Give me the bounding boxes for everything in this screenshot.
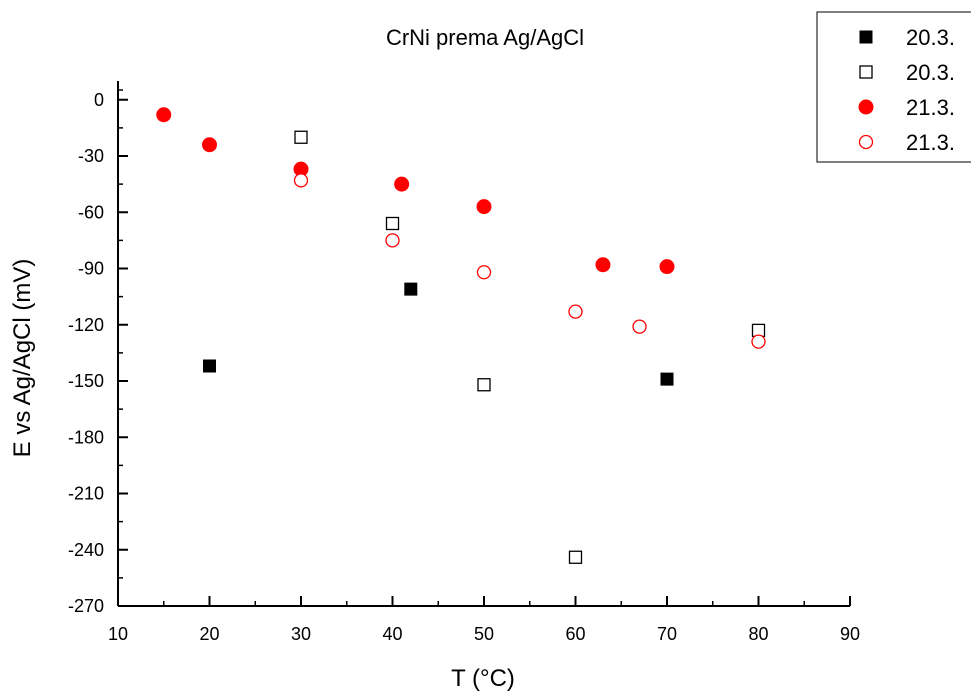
data-point-filled-circle [659, 259, 675, 275]
data-points [156, 107, 766, 564]
data-point-open-circle [751, 334, 766, 349]
x-tick-label: 10 [108, 624, 128, 644]
y-tick-label: 0 [94, 90, 104, 110]
y-tick-label: -30 [78, 146, 104, 166]
x-axis-label: T (°C) [451, 665, 515, 692]
legend-marker-open-circle [858, 134, 874, 150]
data-point-open-circle [632, 319, 647, 334]
data-point-filled-square [203, 359, 216, 373]
data-point-open-circle [568, 304, 583, 319]
legend-marker-filled-square [859, 30, 873, 44]
y-tick-label: -60 [78, 202, 104, 222]
data-point-open-circle [385, 233, 400, 248]
legend-marker-open-square [859, 65, 873, 79]
legend-marker-filled-circle [858, 99, 874, 115]
data-point-filled-square [404, 282, 418, 296]
data-point-open-square [385, 216, 400, 231]
legend-label: 21.3. [906, 130, 955, 155]
y-tick-label: -90 [78, 259, 104, 279]
data-point-open-square [477, 378, 491, 392]
data-point-filled-square [660, 372, 674, 386]
data-point-open-square [294, 130, 308, 144]
y-tick-label: -240 [68, 540, 104, 560]
x-tick-label: 90 [840, 624, 860, 644]
data-point-filled-circle [394, 176, 410, 192]
y-tick-label: -270 [68, 596, 104, 616]
legend-label: 21.3. [906, 95, 955, 120]
data-point-filled-circle [476, 199, 492, 215]
x-tick-label: 50 [474, 624, 494, 644]
data-point-filled-circle [202, 137, 217, 153]
legend: 20.3. 20.3. 21.3. 21.3. [816, 11, 971, 163]
y-axis-label: E vs Ag/AgCl (mV) [9, 259, 36, 458]
x-tick-label: 40 [382, 624, 402, 644]
y-tick-label: -150 [68, 371, 104, 391]
x-tick-label: 20 [199, 624, 219, 644]
y-tick-label: -210 [68, 484, 104, 504]
x-tick-label: 80 [748, 624, 768, 644]
y-tick-label: -180 [68, 427, 104, 447]
chart-title: CrNi prema Ag/AgCl [386, 25, 584, 50]
legend-label: 20.3. [906, 60, 955, 85]
x-tick-label: 30 [291, 624, 311, 644]
data-point-open-square [568, 550, 583, 564]
legend-label: 20.3. [906, 25, 955, 50]
y-tick-label: -120 [68, 315, 104, 335]
data-point-filled-circle [595, 257, 611, 273]
axes: 10 20 30 40 50 60 70 80 90 0 -30 -60 -90 -120 -150 -180… [68, 81, 860, 644]
legend-box [816, 11, 971, 163]
data-point-open-circle [476, 265, 492, 280]
x-tick-label: 70 [657, 624, 677, 644]
data-point-filled-circle [156, 107, 172, 123]
x-tick-label: 60 [565, 624, 585, 644]
data-point-open-circle [293, 173, 309, 188]
